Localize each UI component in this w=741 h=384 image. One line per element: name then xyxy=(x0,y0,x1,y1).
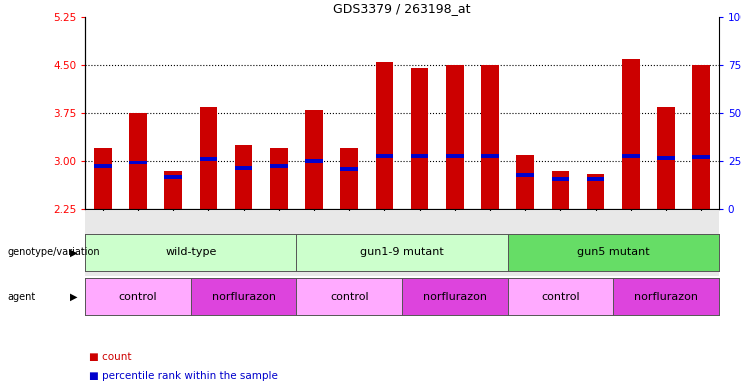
Bar xyxy=(305,110,323,209)
Text: agent: agent xyxy=(7,291,36,302)
Bar xyxy=(199,157,217,161)
Text: norflurazon: norflurazon xyxy=(423,291,487,302)
Bar xyxy=(446,154,464,158)
Bar xyxy=(411,68,428,209)
Bar xyxy=(235,145,253,209)
Bar xyxy=(129,161,147,164)
Text: ▶: ▶ xyxy=(70,291,78,302)
Title: GDS3379 / 263198_at: GDS3379 / 263198_at xyxy=(333,2,471,15)
Text: control: control xyxy=(330,291,368,302)
Bar xyxy=(622,154,639,158)
Text: control: control xyxy=(541,291,579,302)
Bar xyxy=(622,59,639,209)
Bar xyxy=(270,164,288,168)
Bar xyxy=(340,149,358,209)
Bar xyxy=(94,164,112,168)
Bar xyxy=(481,65,499,209)
Bar xyxy=(305,159,323,163)
Bar xyxy=(516,174,534,177)
Bar xyxy=(657,156,675,160)
Bar xyxy=(199,107,217,209)
Bar xyxy=(692,155,710,159)
Text: gun1-9 mutant: gun1-9 mutant xyxy=(360,247,444,258)
Bar xyxy=(516,155,534,209)
Bar xyxy=(376,62,393,209)
Bar xyxy=(376,154,393,158)
Bar xyxy=(340,167,358,171)
Bar xyxy=(165,175,182,179)
Text: gun5 mutant: gun5 mutant xyxy=(576,247,650,258)
Bar xyxy=(446,65,464,209)
Bar xyxy=(94,149,112,209)
Text: norflurazon: norflurazon xyxy=(634,291,698,302)
Bar xyxy=(411,154,428,158)
Bar xyxy=(129,113,147,209)
Bar xyxy=(481,154,499,158)
Text: control: control xyxy=(119,291,157,302)
Text: genotype/variation: genotype/variation xyxy=(7,247,100,258)
Bar xyxy=(657,107,675,209)
Text: norflurazon: norflurazon xyxy=(212,291,276,302)
Bar xyxy=(587,177,605,181)
Bar xyxy=(551,177,569,181)
Text: wild-type: wild-type xyxy=(165,247,216,258)
Bar xyxy=(587,174,605,209)
Text: ■ percentile rank within the sample: ■ percentile rank within the sample xyxy=(89,371,278,381)
Bar xyxy=(270,149,288,209)
Text: ▶: ▶ xyxy=(70,247,78,258)
Bar xyxy=(235,166,253,170)
Bar xyxy=(551,171,569,209)
Bar xyxy=(692,65,710,209)
Bar xyxy=(165,171,182,209)
Text: ■ count: ■ count xyxy=(89,352,131,362)
